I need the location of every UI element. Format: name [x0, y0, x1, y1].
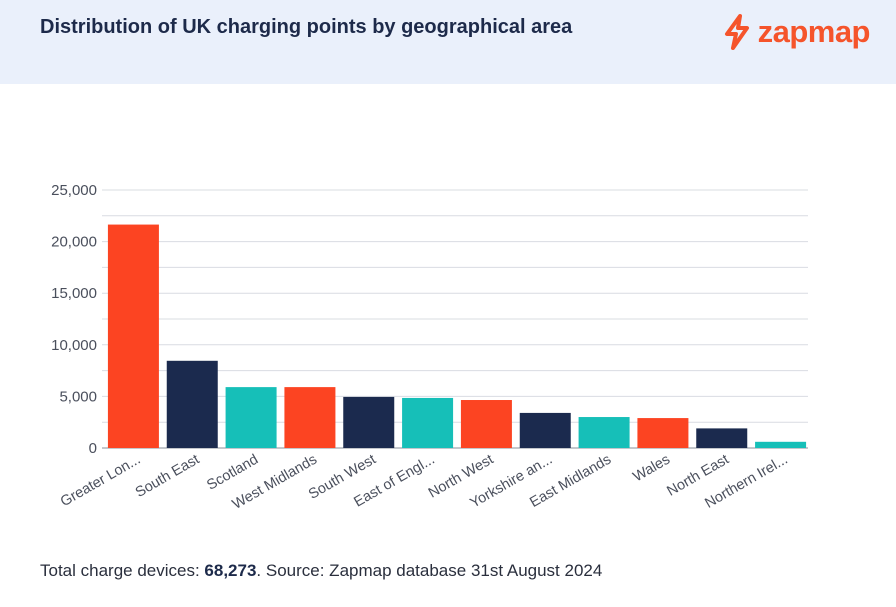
- y-tick-label: 15,000: [51, 285, 97, 302]
- y-tick-label: 20,000: [51, 234, 97, 251]
- total-devices: 68,273: [204, 561, 257, 580]
- x-tick-label: South East: [133, 452, 202, 501]
- bar[interactable]: [107, 224, 159, 448]
- header-banner: Distribution of UK charging points by ge…: [0, 0, 896, 84]
- footer-suffix: . Source: Zapmap database 31st August 20…: [256, 561, 603, 580]
- x-tick-label: Wales: [630, 452, 672, 486]
- logo-text: zapmap: [757, 14, 871, 49]
- y-tick-label: 0: [89, 440, 97, 457]
- bar[interactable]: [166, 360, 218, 448]
- bar[interactable]: [225, 387, 277, 448]
- bar[interactable]: [578, 417, 630, 448]
- zapmap-bolt-icon: [724, 14, 749, 50]
- footer-prefix: Total charge devices:: [40, 561, 205, 580]
- chart-title: Distribution of UK charging points by ge…: [40, 16, 573, 38]
- y-tick-label: 10,000: [51, 337, 97, 354]
- gridlines: [102, 189, 808, 449]
- bar[interactable]: [755, 441, 807, 448]
- bar[interactable]: [343, 396, 395, 448]
- footer-note: Total charge devices: 68,273. Source: Za…: [40, 561, 602, 581]
- y-tick-label: 25,000: [51, 182, 97, 199]
- bar[interactable]: [460, 400, 512, 448]
- bar[interactable]: [284, 387, 336, 448]
- bar[interactable]: [696, 428, 748, 448]
- bar[interactable]: [637, 418, 689, 448]
- bar[interactable]: [519, 412, 571, 448]
- y-tick-label: 5,000: [59, 388, 97, 405]
- x-tick-label: Greater Lon...: [58, 452, 143, 511]
- bar[interactable]: [402, 397, 454, 448]
- zapmap-logo[interactable]: zapmap: [722, 12, 871, 52]
